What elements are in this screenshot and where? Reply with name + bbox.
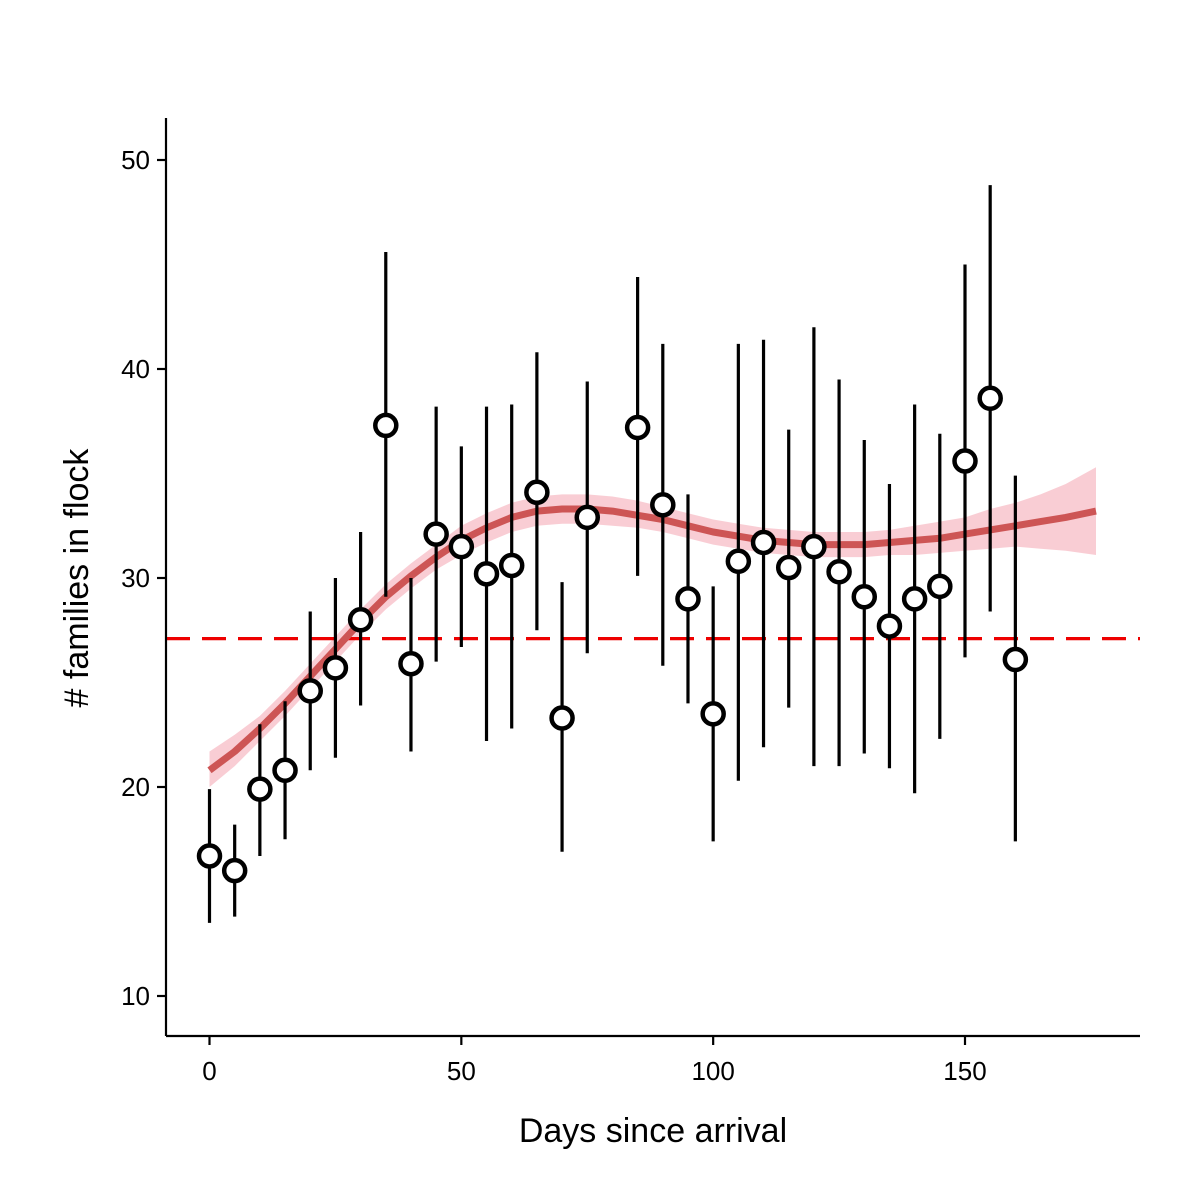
data-point (247, 776, 273, 802)
data-point (322, 655, 349, 681)
axes-group: 10 20 30 40 50 0 50 100 150 (121, 118, 1140, 1086)
y-tick-label: 20 (121, 772, 150, 802)
data-point (398, 650, 424, 677)
data-point (473, 561, 500, 587)
x-tick-label: 50 (447, 1056, 476, 1086)
data-point (549, 705, 575, 731)
data-point (775, 554, 802, 581)
data-point (851, 584, 878, 610)
data-point (373, 412, 399, 439)
data-point (700, 701, 726, 727)
data-point (423, 521, 449, 547)
x-tick-label: 150 (943, 1056, 986, 1086)
data-point (1002, 646, 1029, 673)
x-axis-title: Days since arrival (519, 1112, 787, 1150)
data-point (750, 529, 777, 556)
data-point (498, 552, 525, 579)
y-tick-label: 40 (121, 354, 150, 384)
data-point (347, 607, 374, 633)
x-tick-label: 0 (202, 1056, 216, 1086)
data-point (624, 414, 651, 441)
data-point (927, 573, 953, 600)
data-point (272, 757, 298, 784)
data-point (801, 533, 827, 560)
points-group (196, 385, 1029, 884)
data-point (675, 586, 701, 612)
y-axis-title: # families in flock (58, 448, 96, 708)
data-point (977, 385, 1003, 412)
data-point (297, 678, 323, 704)
data-point (952, 448, 978, 474)
data-point (524, 479, 550, 506)
y-tick-label: 30 (121, 563, 150, 593)
data-point (876, 613, 903, 639)
data-point (574, 504, 600, 531)
data-point (725, 548, 752, 575)
data-point (221, 857, 248, 884)
data-point (826, 558, 852, 585)
data-point (196, 843, 223, 869)
data-point (448, 533, 475, 560)
data-point (650, 492, 676, 518)
y-tick-label: 10 (121, 981, 150, 1011)
y-tick-label: 50 (121, 145, 150, 175)
x-tick-label: 100 (691, 1056, 734, 1086)
data-point (901, 586, 928, 612)
